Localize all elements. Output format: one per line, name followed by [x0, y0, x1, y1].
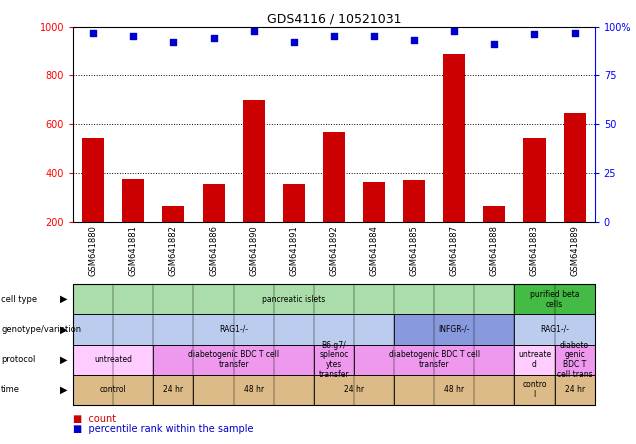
Text: ▶: ▶	[60, 385, 67, 395]
Text: RAG1-/-: RAG1-/-	[219, 325, 248, 334]
Text: protocol: protocol	[1, 355, 36, 364]
Text: untreate
d: untreate d	[518, 350, 551, 369]
Text: 48 hr: 48 hr	[244, 385, 264, 394]
Text: cell type: cell type	[1, 295, 38, 304]
Bar	[202, 184, 225, 222]
Bar	[523, 138, 546, 222]
Point	[449, 27, 459, 34]
Point	[369, 33, 379, 40]
Text: genotype/variation: genotype/variation	[1, 325, 81, 334]
Text: time: time	[1, 385, 20, 394]
Text: control: control	[100, 385, 127, 394]
Bar	[162, 206, 184, 222]
Text: B6.g7/
splenoc
ytes
transfer: B6.g7/ splenoc ytes transfer	[319, 341, 349, 379]
Text: 48 hr: 48 hr	[444, 385, 464, 394]
Text: INFGR-/-: INFGR-/-	[438, 325, 470, 334]
Point	[249, 27, 259, 34]
Point	[209, 35, 219, 42]
Bar	[323, 132, 345, 222]
Point	[529, 31, 539, 38]
Text: ■  count: ■ count	[73, 414, 116, 424]
Point	[169, 39, 179, 46]
Text: ▶: ▶	[60, 325, 67, 334]
Bar	[243, 100, 265, 222]
Text: diabetogenic BDC T cell
transfer: diabetogenic BDC T cell transfer	[188, 350, 279, 369]
Text: ▶: ▶	[60, 294, 67, 304]
Text: ■  percentile rank within the sample: ■ percentile rank within the sample	[73, 424, 254, 434]
Title: GDS4116 / 10521031: GDS4116 / 10521031	[266, 12, 401, 25]
Text: ▶: ▶	[60, 355, 67, 365]
Bar	[563, 113, 586, 222]
Point	[88, 29, 99, 36]
Bar	[363, 182, 385, 222]
Text: pancreatic islets: pancreatic islets	[262, 295, 326, 304]
Text: untreated: untreated	[94, 355, 132, 364]
Bar	[122, 179, 144, 222]
Point	[329, 33, 339, 40]
Point	[489, 41, 499, 48]
Point	[289, 39, 299, 46]
Bar	[82, 138, 104, 222]
Bar	[283, 184, 305, 222]
Point	[409, 37, 419, 44]
Text: 24 hr: 24 hr	[565, 385, 584, 394]
Point	[569, 29, 579, 36]
Bar	[443, 54, 466, 222]
Text: diabeto
genic
BDC T
cell trans: diabeto genic BDC T cell trans	[556, 341, 592, 379]
Text: 24 hr: 24 hr	[344, 385, 364, 394]
Text: purified beta
cells: purified beta cells	[530, 290, 579, 309]
Point	[128, 33, 139, 40]
Text: RAG1-/-: RAG1-/-	[540, 325, 569, 334]
Bar	[483, 206, 506, 222]
Text: 24 hr: 24 hr	[163, 385, 184, 394]
Bar	[403, 181, 425, 222]
Text: contro
l: contro l	[522, 381, 547, 399]
Text: diabetogenic BDC T cell
transfer: diabetogenic BDC T cell transfer	[389, 350, 480, 369]
